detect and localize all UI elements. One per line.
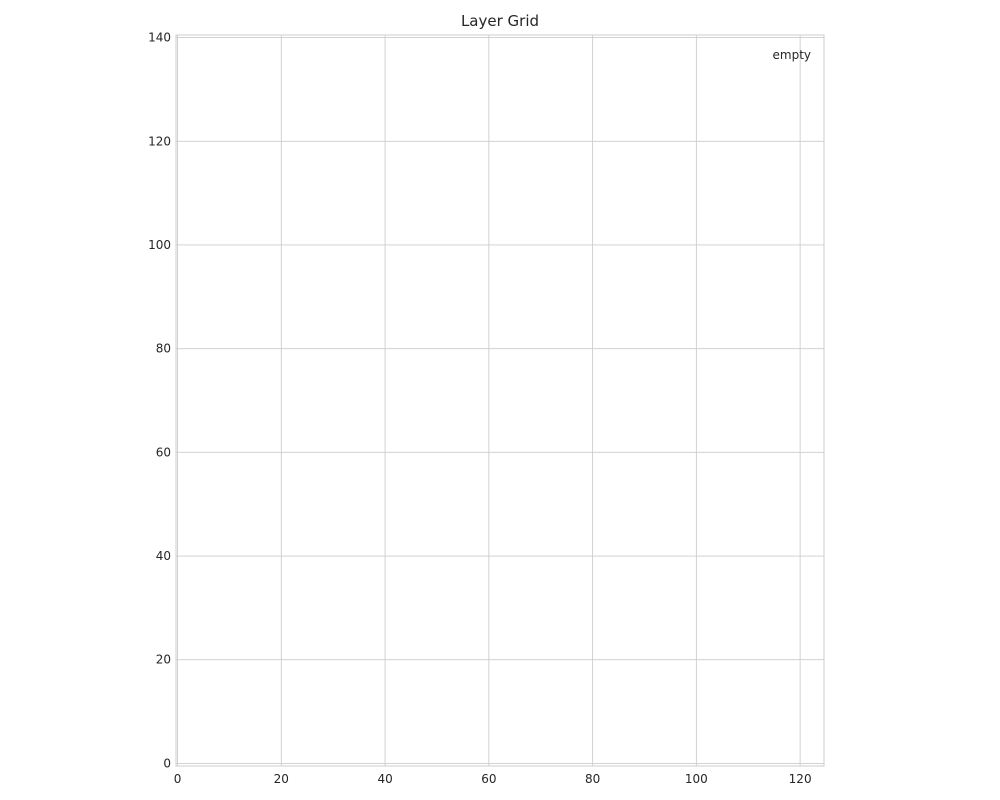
y-tick-label: 40 [156, 549, 171, 563]
x-tick-label: 60 [481, 772, 496, 786]
x-tick-label: 80 [585, 772, 600, 786]
x-tick-label: 0 [174, 772, 182, 786]
grid-lines [176, 35, 824, 766]
x-tick-label: 100 [685, 772, 708, 786]
x-tick-label: 20 [274, 772, 289, 786]
y-axis: 0 20 40 60 80 100 120 140 [148, 31, 171, 771]
y-tick-label: 100 [148, 238, 171, 252]
y-tick-label: 20 [156, 653, 171, 667]
legend-label: empty [773, 48, 812, 62]
x-axis: 0 20 40 60 80 100 120 [174, 772, 812, 786]
y-tick-label: 140 [148, 31, 171, 45]
chart-title: Layer Grid [461, 12, 539, 30]
plot-frame [175, 34, 825, 767]
y-tick-label: 0 [163, 756, 171, 770]
y-tick-label: 80 [156, 342, 171, 356]
legend: empty [773, 48, 812, 62]
y-tick-label: 60 [156, 445, 171, 459]
y-tick-label: 120 [148, 134, 171, 148]
x-tick-label: 120 [789, 772, 812, 786]
x-tick-label: 40 [377, 772, 392, 786]
